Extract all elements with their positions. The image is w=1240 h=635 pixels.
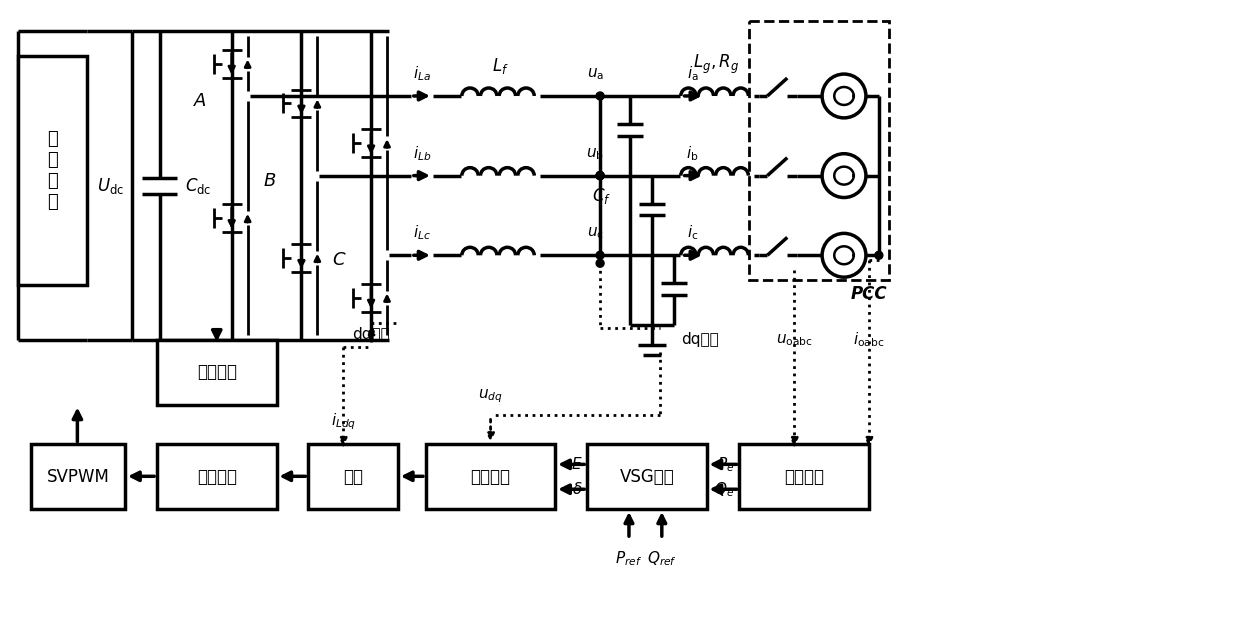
Text: $i_{\rm b}$: $i_{\rm b}$	[687, 144, 699, 163]
Bar	[309, 444, 398, 509]
Text: 驱动电路: 驱动电路	[197, 363, 237, 381]
Text: 电流内环: 电流内环	[197, 468, 237, 486]
Text: $C_f$: $C_f$	[593, 185, 611, 206]
Text: 功率计算: 功率计算	[784, 468, 825, 486]
Text: $u_{\rm b}$: $u_{\rm b}$	[587, 146, 604, 162]
Text: $u_{\rm a}$: $u_{\rm a}$	[587, 66, 604, 82]
Text: $Q_{ref}$: $Q_{ref}$	[647, 549, 677, 568]
Text: $E$: $E$	[570, 457, 582, 472]
Bar	[157, 340, 277, 404]
Text: PCC: PCC	[851, 285, 887, 303]
Text: $i_{\rm a}$: $i_{\rm a}$	[687, 64, 698, 83]
Text: dq变换: dq变换	[352, 328, 389, 342]
Text: $i_{Lb}$: $i_{Lb}$	[413, 144, 432, 163]
Circle shape	[596, 171, 604, 180]
Text: $i_{\rm oabc}$: $i_{\rm oabc}$	[853, 331, 884, 349]
Text: $i_{Ldq}$: $i_{Ldq}$	[331, 412, 356, 432]
Bar	[31, 444, 125, 509]
Text: $C$: $C$	[331, 251, 346, 269]
Bar	[425, 444, 556, 509]
Text: VSG算法: VSG算法	[620, 468, 675, 486]
Text: $B$: $B$	[263, 171, 277, 190]
Text: $P_{ref}$: $P_{ref}$	[615, 549, 642, 568]
Bar	[588, 444, 707, 509]
Text: 电压外环: 电压外环	[470, 468, 511, 486]
Bar	[157, 444, 277, 509]
Text: 储
能
单
元: 储 能 单 元	[47, 130, 58, 211]
Text: 限幅: 限幅	[343, 468, 363, 486]
Circle shape	[596, 251, 604, 259]
Bar	[739, 444, 869, 509]
Text: $L_g, R_g$: $L_g, R_g$	[693, 53, 739, 76]
Text: $L_f$: $L_f$	[492, 56, 508, 76]
Bar	[749, 22, 889, 280]
Text: $u_{\rm c}$: $u_{\rm c}$	[587, 225, 604, 241]
Circle shape	[596, 92, 604, 100]
Circle shape	[596, 259, 604, 267]
Bar	[17, 56, 87, 285]
Text: $i_{Lc}$: $i_{Lc}$	[413, 224, 430, 243]
Circle shape	[875, 251, 883, 259]
Text: $u_{dq}$: $u_{dq}$	[479, 387, 503, 404]
Text: $A$: $A$	[192, 92, 207, 110]
Text: $u_{\rm oabc}$: $u_{\rm oabc}$	[776, 332, 812, 348]
Text: $\delta$: $\delta$	[572, 481, 582, 497]
Text: dq变换: dq变换	[681, 332, 718, 347]
Text: $P_e$: $P_e$	[717, 455, 734, 474]
Text: $i_{\rm c}$: $i_{\rm c}$	[687, 224, 698, 243]
Text: $Q_e$: $Q_e$	[714, 480, 734, 498]
Text: $C_{\rm dc}$: $C_{\rm dc}$	[185, 176, 212, 196]
Text: SVPWM: SVPWM	[46, 468, 109, 486]
Text: $U_{\rm dc}$: $U_{\rm dc}$	[97, 176, 124, 196]
Text: $i_{La}$: $i_{La}$	[413, 64, 430, 83]
Circle shape	[596, 171, 604, 180]
Circle shape	[596, 171, 604, 180]
